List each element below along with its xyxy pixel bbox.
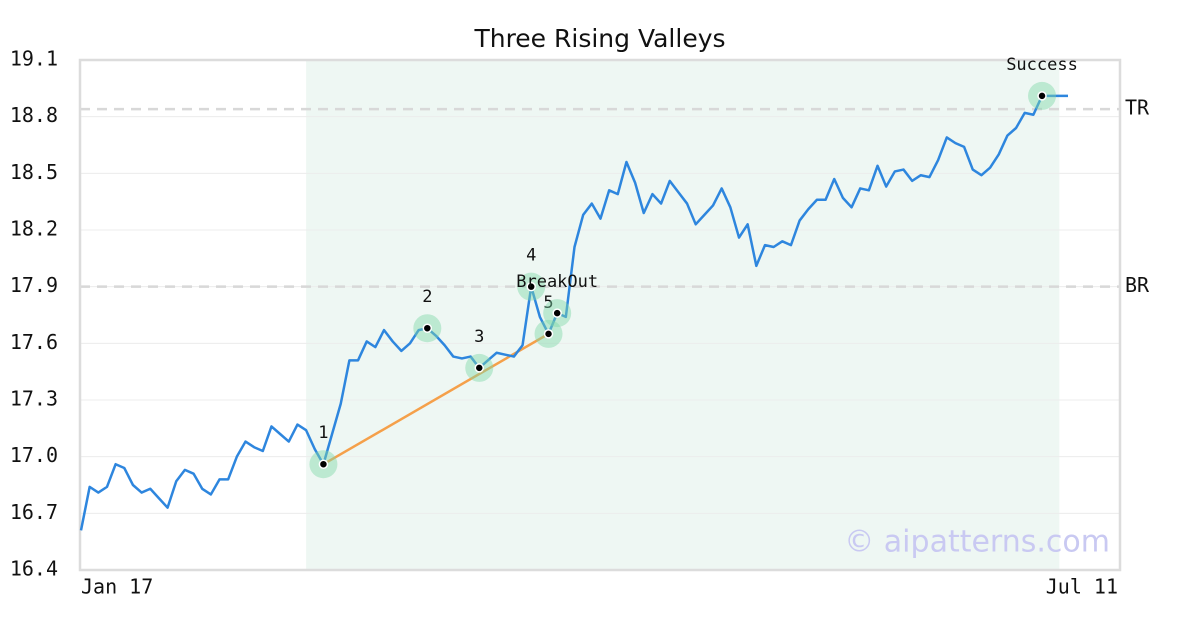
plot-frame <box>78 58 1122 572</box>
pivot-dot <box>318 459 329 469</box>
pivot-dot <box>543 329 554 339</box>
pivot-dot <box>526 281 536 292</box>
watermark: © aipatterns.com <box>844 525 1110 560</box>
pivot-label: 1 <box>318 423 328 443</box>
y-tick-label: 18.8 <box>10 103 58 127</box>
pivot-label: BreakOut <box>516 272 598 292</box>
highlight-region <box>306 60 1060 570</box>
x-tick-label: Jul 11 <box>1046 575 1118 599</box>
pivot-dot <box>474 363 485 373</box>
level-label: TR <box>1125 96 1150 120</box>
pivot-dot <box>552 308 562 318</box>
x-tick-label: Jan 17 <box>81 575 153 599</box>
pivot-label: 2 <box>422 287 432 307</box>
chart-title: Three Rising Valleys <box>473 24 725 53</box>
y-tick-label: 17.9 <box>10 273 58 297</box>
pivot-label: 4 <box>526 246 536 266</box>
pivot-dot <box>422 323 433 333</box>
price-line <box>79 94 1068 531</box>
y-tick-label: 17.0 <box>10 443 58 467</box>
y-tick-label: 17.6 <box>10 330 58 354</box>
pivot-dot <box>1037 91 1047 101</box>
y-tick-label: 18.2 <box>10 217 58 241</box>
y-tick-label: 17.3 <box>10 387 58 411</box>
pivot-label: Success <box>1006 55 1078 75</box>
pivot-label: 5 <box>543 293 553 313</box>
y-tick-label: 18.5 <box>10 160 58 184</box>
y-tick-label: 16.4 <box>10 557 58 581</box>
level-label: BR <box>1125 273 1150 297</box>
y-tick-label: 19.1 <box>10 47 58 71</box>
pivot-label: 3 <box>474 327 484 347</box>
y-tick-label: 16.7 <box>10 500 58 524</box>
